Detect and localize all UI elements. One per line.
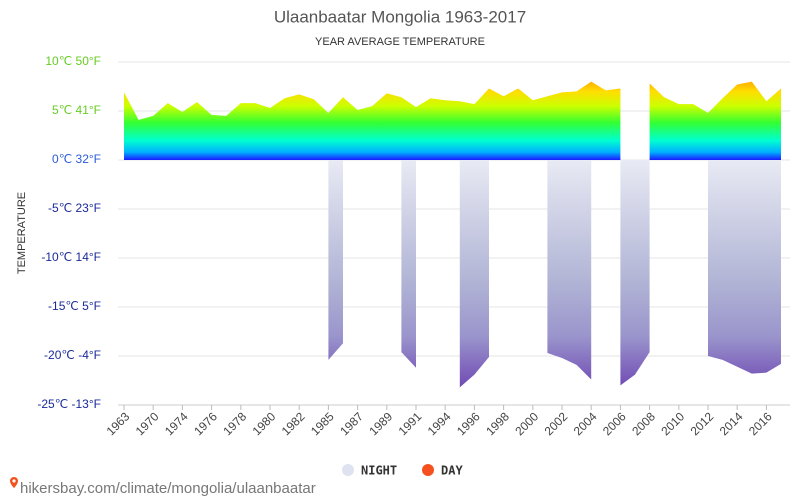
x-tick-label: 1963	[104, 409, 133, 438]
legend-marker	[342, 464, 354, 476]
y-tick-label: 10℃ 50°F	[45, 54, 101, 68]
x-tick-label: 1974	[162, 409, 191, 438]
chart-subtitle: YEAR AVERAGE TEMPERATURE	[315, 36, 485, 48]
pin-dot	[12, 479, 16, 483]
legend-label: NIGHT	[361, 464, 397, 478]
area-night	[328, 160, 343, 360]
area-night	[401, 160, 416, 368]
chart-title: Ulaanbaatar Mongolia 1963-2017	[274, 7, 526, 26]
y-tick-label: 5℃ 41°F	[52, 103, 101, 117]
y-tick-label: -15℃ 5°F	[48, 299, 101, 313]
area-night	[620, 160, 650, 386]
x-tick-label: 1978	[220, 409, 249, 438]
x-tick-label: 2006	[600, 409, 629, 438]
legend-label: DAY	[441, 464, 463, 478]
area-night	[459, 160, 489, 388]
x-tick-label: 1976	[191, 409, 220, 438]
x-tick-label: 1998	[483, 409, 512, 438]
y-tick-label: -25℃ -13°F	[37, 397, 101, 411]
area-night	[547, 160, 592, 380]
footer-text: hikersbay.com/climate/mongolia/ulaanbaat…	[20, 480, 316, 497]
y-tick-label: -10℃ 14°F	[41, 250, 101, 264]
y-tick-label: 0℃ 32°F	[52, 152, 101, 166]
x-tick-label: 1996	[454, 409, 483, 438]
y-axis-label: TEMPERATURE	[16, 192, 28, 274]
x-tick-label: 1982	[279, 409, 308, 438]
x-tick-label: 2014	[717, 409, 746, 438]
x-tick-label: 1985	[308, 409, 337, 438]
footer: hikersbay.com/climate/mongolia/ulaanbaat…	[10, 477, 316, 497]
x-tick-label: 1987	[337, 409, 366, 438]
x-tick-label: 1989	[366, 409, 395, 438]
x-tick-label: 1970	[133, 409, 162, 438]
x-tick-label: 2000	[512, 409, 541, 438]
area-day	[649, 81, 781, 160]
x-tick-label: 2002	[542, 409, 571, 438]
x-tick-label: 2016	[746, 409, 775, 438]
y-tick-label: -20℃ -4°F	[44, 348, 101, 362]
x-tick-label: 1980	[250, 409, 279, 438]
legend-marker	[422, 464, 434, 476]
x-tick-label: 2010	[658, 409, 687, 438]
x-tick-label: 2004	[571, 409, 600, 438]
y-tick-label: -5℃ 23°F	[48, 201, 101, 215]
x-tick-label: 1994	[425, 409, 454, 438]
x-tick-label: 2012	[688, 409, 717, 438]
x-tick-label: 2008	[629, 409, 658, 438]
area-day	[124, 81, 621, 160]
x-tick-label: 1991	[396, 409, 425, 438]
area-night	[708, 160, 781, 374]
